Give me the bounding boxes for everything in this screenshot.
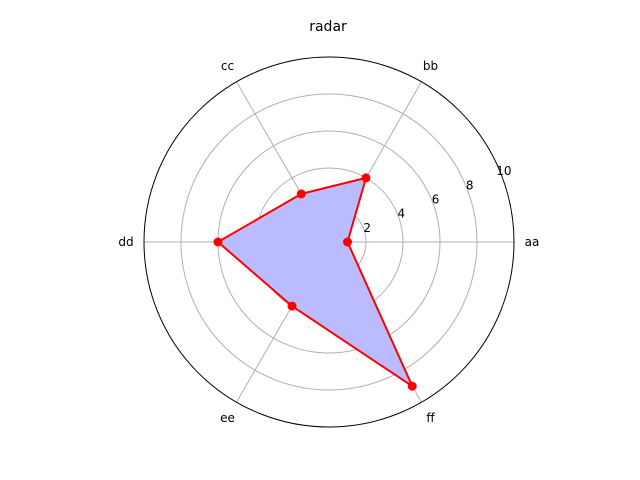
polar-frame	[143, 56, 515, 428]
category-label-bb: bb	[423, 59, 438, 73]
data-point-dd	[213, 237, 223, 247]
category-label-aa: aa	[525, 235, 540, 249]
data-point-ee	[287, 301, 297, 311]
radar-series	[213, 173, 417, 391]
r-tick-label-2: 2	[363, 221, 371, 235]
data-point-aa	[343, 237, 352, 247]
category-label-ee: ee	[220, 411, 235, 425]
category-label-cc: cc	[221, 59, 234, 73]
r-tick-label-4: 4	[398, 207, 406, 221]
data-point-bb	[361, 173, 371, 183]
category-label-ff: ff	[426, 411, 435, 425]
chart-title: radar	[309, 19, 347, 35]
series-area	[218, 177, 413, 387]
category-label-dd: dd	[118, 235, 133, 249]
r-tick-label-6: 6	[432, 193, 440, 207]
radar-labels: 2 4 6 8 10 aa bb cc dd ee ff	[118, 59, 539, 425]
data-point-ff	[407, 381, 417, 391]
r-tick-label-10: 10	[496, 164, 511, 178]
r-tick-label-8: 8	[466, 178, 474, 192]
data-point-cc	[296, 189, 306, 199]
